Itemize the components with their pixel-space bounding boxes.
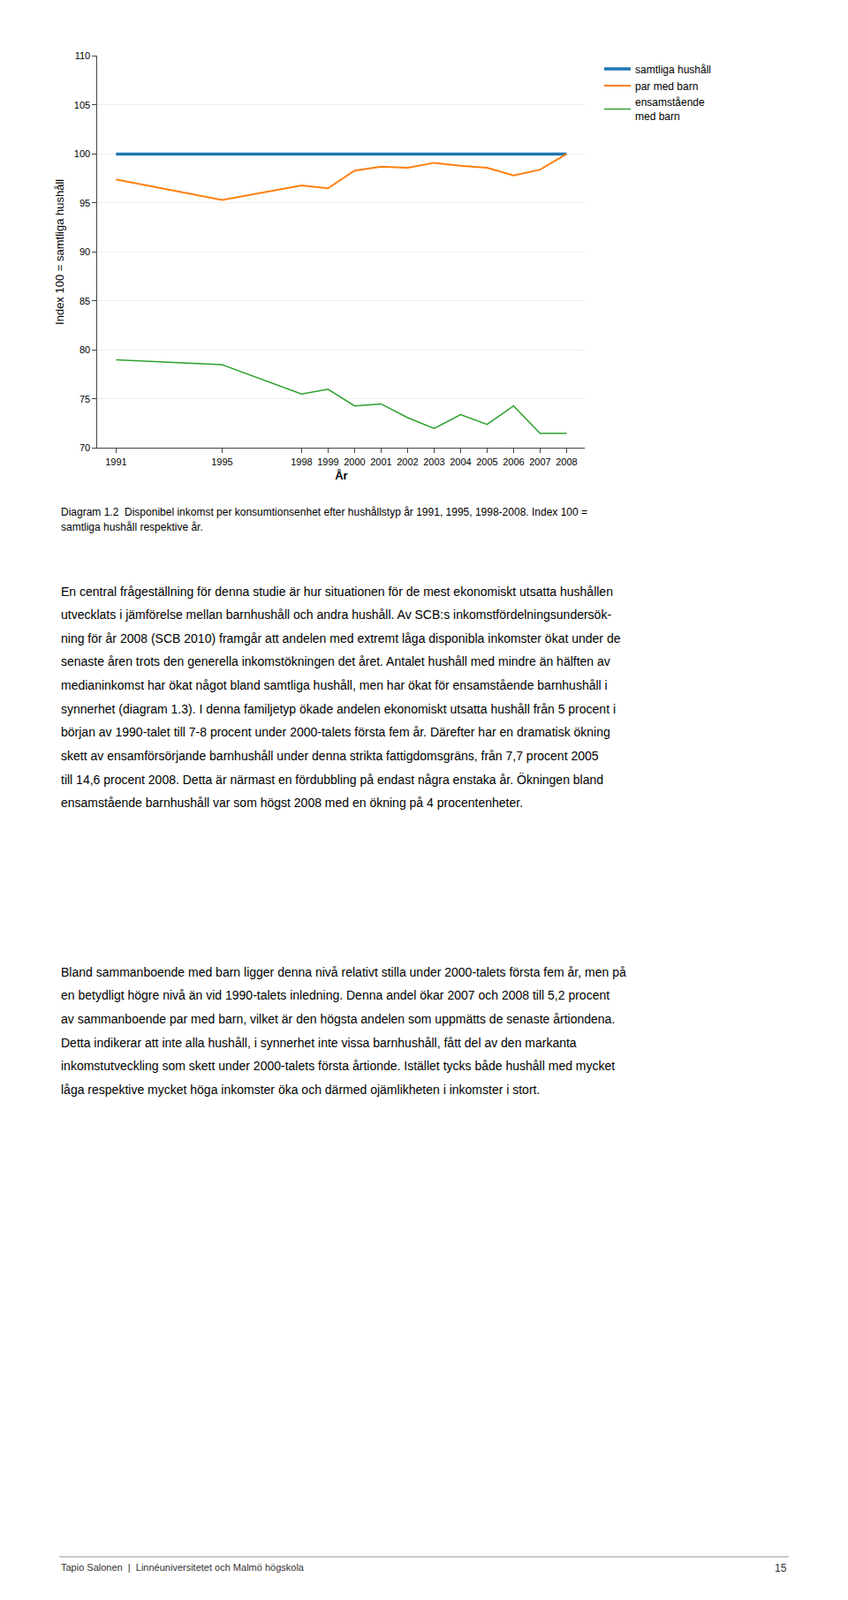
svg-text:utvecklats i jämförelse mellan: utvecklats i jämförelse mellan barnhushå… [60, 607, 612, 622]
svg-text:par med barn: par med barn [635, 80, 698, 93]
svg-text:2001: 2001 [370, 456, 392, 468]
svg-text:1998: 1998 [290, 456, 312, 468]
svg-text:Bland sammanboende med barn li: Bland sammanboende med barn ligger denna… [60, 965, 627, 980]
svg-text:1991: 1991 [105, 456, 127, 468]
svg-text:synnerhet (diagram 1.3). I den: synnerhet (diagram 1.3). I denna familje… [60, 702, 616, 717]
svg-text:2004: 2004 [449, 456, 471, 468]
svg-text:90: 90 [79, 246, 91, 258]
svg-text:Tapio Salonen | Linnéunivers: Tapio Salonen | Linnéuniversitetet och M… [60, 1562, 305, 1574]
svg-text:1999: 1999 [317, 456, 339, 468]
svg-text:110: 110 [75, 50, 91, 61]
svg-text:1995: 1995 [211, 456, 233, 468]
svg-text:ning för år 2008 (SCB 2010) fr: ning för år 2008 (SCB 2010) framgår att … [60, 631, 621, 646]
svg-text:ensamstående barnhushåll var s: ensamstående barnhushåll var som högst 2… [60, 795, 523, 811]
svg-text:medianinkomst har ökat något b: medianinkomst har ökat något bland samtl… [60, 678, 608, 693]
svg-text:År: År [334, 469, 348, 483]
svg-text:början av 1990-talet till 7-8: början av 1990-talet till 7-8 procent un… [60, 725, 611, 740]
svg-text:2000: 2000 [343, 456, 365, 468]
svg-text:2003: 2003 [423, 456, 445, 468]
svg-text:105: 105 [74, 99, 91, 111]
svg-text:till 14,6 procent 2008. Detta: till 14,6 procent 2008. Detta är närmast… [60, 772, 604, 788]
svg-text:15: 15 [774, 1562, 788, 1575]
svg-text:senaste åren trots den generel: senaste åren trots den generella inkomst… [60, 654, 611, 669]
svg-text:Detta indikerar att inte alla: Detta indikerar att inte alla hushåll, i… [60, 1036, 577, 1051]
svg-text:en betydligt högre nivå än vid: en betydligt högre nivå än vid 1990-tale… [60, 988, 610, 1003]
svg-text:låga respektive mycket höga in: låga respektive mycket höga inkomster ök… [60, 1082, 540, 1098]
svg-text:75: 75 [79, 393, 91, 405]
svg-text:2008: 2008 [555, 456, 577, 468]
svg-text:80: 80 [79, 344, 91, 356]
svg-text:av sammanboende par med barn,: av sammanboende par med barn, vilket är … [60, 1012, 615, 1027]
svg-text:samtliga hushåll respektive år: samtliga hushåll respektive år. [60, 521, 204, 534]
svg-text:70: 70 [79, 442, 91, 454]
svg-text:inkomstutveckling som skett un: inkomstutveckling som skett under 2000-t… [60, 1059, 615, 1074]
svg-text:samtliga hushåll: samtliga hushåll [635, 63, 712, 76]
svg-text:95: 95 [79, 197, 91, 209]
svg-text:100: 100 [74, 148, 91, 159]
svg-text:2006: 2006 [502, 456, 524, 468]
svg-text:2005: 2005 [476, 456, 498, 468]
svg-text:2002: 2002 [396, 456, 418, 468]
svg-text:En central frågeställning för: En central frågeställning för denna stud… [60, 584, 614, 599]
svg-text:Index 100 = samtliga hushåll: Index 100 = samtliga hushåll [53, 179, 67, 326]
svg-text:Diagram 1.2 Disponibel inkoms: Diagram 1.2 Disponibel inkomst per konsu… [60, 506, 588, 519]
svg-text:85: 85 [79, 295, 91, 307]
svg-text:2007: 2007 [529, 456, 551, 468]
svg-text:skett av ensamförsörjande barn: skett av ensamförsörjande barnhushåll un… [60, 749, 599, 764]
svg-text:ensamståendemed barn: ensamståendemed barn [635, 96, 705, 123]
